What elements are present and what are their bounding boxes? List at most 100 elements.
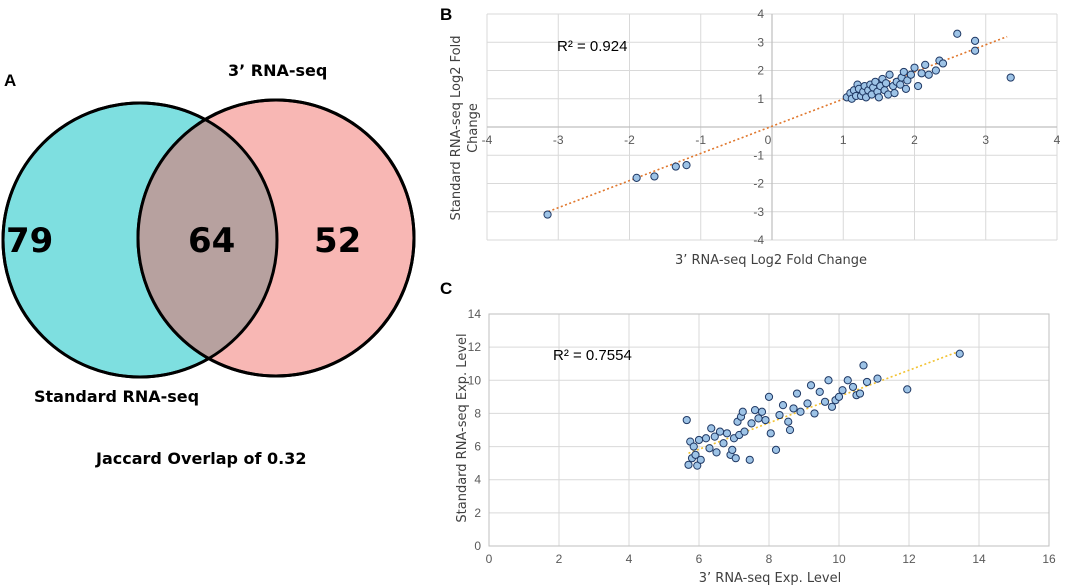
data-point bbox=[873, 374, 882, 383]
y-tick-label: 3 bbox=[757, 35, 764, 49]
x-tick-label: 0 bbox=[765, 133, 772, 147]
data-point bbox=[694, 435, 704, 445]
data-point bbox=[750, 406, 760, 415]
y-tick-label: -2 bbox=[753, 177, 764, 191]
data-point bbox=[707, 424, 716, 433]
data-point bbox=[761, 415, 770, 425]
data-point bbox=[815, 387, 824, 396]
y-tick-label: 6 bbox=[474, 440, 481, 454]
venn-count-standard: 79 bbox=[6, 221, 53, 261]
data-point bbox=[874, 93, 883, 102]
x-axis-title: 3’ RNA-seq Log2 Fold Change bbox=[675, 253, 867, 268]
data-point bbox=[890, 89, 899, 98]
data-point bbox=[848, 382, 858, 392]
data-point bbox=[693, 461, 702, 470]
data-point bbox=[785, 425, 795, 435]
data-point bbox=[810, 409, 819, 418]
data-point bbox=[938, 59, 948, 68]
x-axis-title: 3’ RNA-seq Exp. Level bbox=[699, 571, 842, 586]
y-tick-label: 14 bbox=[468, 307, 482, 321]
scatter-expression: C 0 2 4 6 8 10 12 14 16 0 2 4 6 8 10 12 14 R² = 0.7554 3… bbox=[440, 279, 1056, 586]
y-tick-label: -1 bbox=[753, 148, 764, 162]
data-point bbox=[650, 172, 659, 181]
y-axis-title-line2: Change bbox=[466, 103, 481, 153]
data-point bbox=[903, 76, 912, 85]
data-point bbox=[682, 415, 691, 425]
y-tick-label: 2 bbox=[757, 64, 764, 78]
data-point bbox=[728, 445, 737, 454]
x-tick-label: 8 bbox=[766, 552, 773, 566]
x-tick-label: 14 bbox=[972, 552, 986, 566]
venn-label-3prime: 3’ RNA-seq bbox=[228, 61, 327, 80]
x-tick-label: 10 bbox=[832, 552, 846, 566]
data-point bbox=[632, 173, 641, 182]
data-point bbox=[747, 419, 756, 428]
x-tick-label: 4 bbox=[626, 552, 633, 566]
data-point bbox=[710, 432, 719, 441]
data-point bbox=[903, 385, 912, 394]
data-point bbox=[740, 427, 749, 436]
y-tick-label: -4 bbox=[753, 233, 764, 247]
data-point bbox=[910, 63, 919, 72]
plot-frame bbox=[488, 313, 1050, 547]
data-point bbox=[757, 407, 767, 416]
venn-count-3prime: 52 bbox=[314, 221, 361, 261]
y-tick-label: 8 bbox=[474, 406, 481, 420]
data-point bbox=[671, 162, 680, 171]
x-tick-label: 4 bbox=[1054, 133, 1061, 147]
data-point bbox=[970, 36, 980, 45]
data-point bbox=[834, 392, 844, 401]
data-point bbox=[881, 79, 891, 88]
data-point bbox=[766, 429, 775, 438]
data-point bbox=[843, 376, 852, 385]
y-axis-title-line1: Standard RNA-seq Log2 Fold bbox=[449, 36, 464, 221]
tick-labels: 0 2 4 6 8 10 12 14 16 0 2 4 6 8 10 12 14 bbox=[468, 307, 1056, 566]
data-point bbox=[921, 60, 930, 69]
r-squared-label: R² = 0.7554 bbox=[553, 347, 632, 364]
data-point bbox=[931, 66, 940, 75]
y-tick-label: 1 bbox=[757, 92, 764, 106]
x-tick-label: -1 bbox=[695, 133, 706, 147]
axes bbox=[488, 313, 1050, 547]
x-tick-label: -4 bbox=[482, 133, 493, 147]
data-point bbox=[778, 401, 788, 410]
data-point bbox=[913, 81, 923, 91]
x-tick-label: -3 bbox=[553, 133, 564, 147]
data-point bbox=[792, 389, 802, 398]
r-squared-label: R² = 0.924 bbox=[557, 38, 627, 55]
x-tick-label: 1 bbox=[840, 133, 847, 147]
data-point bbox=[924, 70, 933, 79]
venn-count-overlap: 64 bbox=[188, 221, 235, 261]
data-point bbox=[705, 444, 714, 453]
data-point bbox=[731, 454, 740, 463]
data-point bbox=[784, 417, 793, 426]
data-point bbox=[824, 376, 833, 385]
data-point bbox=[796, 407, 805, 416]
y-tick-label: 12 bbox=[468, 340, 482, 354]
data-point bbox=[955, 349, 964, 358]
data-point bbox=[689, 442, 698, 451]
data-point bbox=[719, 439, 728, 448]
data-point bbox=[738, 407, 747, 416]
x-tick-label: 2 bbox=[556, 552, 563, 566]
venn-diagram: A 3’ RNA-seq 79 64 52 Standard RNA-seq J… bbox=[1, 61, 416, 468]
y-tick-label: 10 bbox=[468, 373, 482, 387]
data-point bbox=[771, 445, 781, 454]
data-points bbox=[682, 349, 964, 470]
panel-label-c: C bbox=[440, 279, 452, 298]
panel-label-a: A bbox=[4, 71, 16, 90]
data-point bbox=[543, 210, 552, 219]
data-point bbox=[820, 397, 830, 406]
data-point bbox=[806, 381, 816, 390]
venn-label-standard: Standard RNA-seq bbox=[34, 387, 199, 406]
y-tick-label: 4 bbox=[474, 473, 481, 487]
data-point bbox=[715, 427, 725, 436]
x-tick-label: 3 bbox=[982, 133, 989, 147]
data-point bbox=[859, 361, 868, 370]
data-point bbox=[838, 386, 847, 395]
data-point bbox=[901, 84, 911, 93]
data-point bbox=[970, 46, 980, 55]
